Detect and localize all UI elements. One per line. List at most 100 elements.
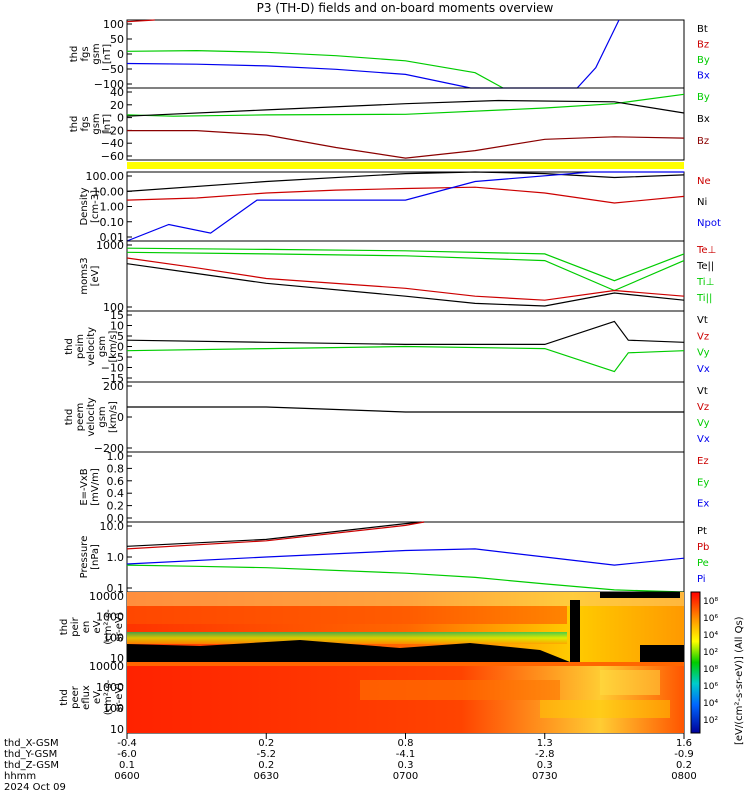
- legend-Ti⊥: Ti⊥: [696, 277, 714, 288]
- legend-Pi: Pi: [697, 574, 706, 585]
- y-tick-label: 0.2: [107, 500, 125, 513]
- legend-By: By: [697, 92, 710, 103]
- y-tick-label: 10: [110, 723, 124, 736]
- y-tick-label: 10: [110, 320, 124, 333]
- y-tick-label: 100.00: [86, 170, 125, 183]
- series-Te||: [126, 263, 685, 307]
- x-tick-label: 0630: [254, 771, 279, 782]
- y-axis-label: moms3[eV]: [79, 257, 101, 294]
- y-tick-label: 40: [110, 86, 124, 99]
- x-tick-label: 0.3: [537, 760, 553, 771]
- legend-Bx: Bx: [697, 71, 710, 82]
- legend-Vt: Vt: [697, 315, 708, 326]
- legend-Te⊥: Te⊥: [696, 245, 716, 256]
- x-tick-label: -5.2: [256, 749, 276, 760]
- legend-Bt: Bt: [697, 24, 708, 35]
- y-tick-label: 0.01: [100, 231, 125, 244]
- colorbar-tick: 10⁴: [703, 631, 718, 641]
- colorbar-tick: 10⁸: [703, 597, 718, 607]
- series-Vt: [126, 320, 685, 345]
- y-tick-label: 0.0: [107, 512, 125, 525]
- y-tick-label: 1000: [96, 681, 124, 694]
- legend-Pe: Pe: [697, 558, 709, 569]
- x-tick-label: -0.9: [674, 749, 694, 760]
- y-tick-label: 0.8: [107, 462, 125, 475]
- y-tick-label: 10: [110, 652, 124, 665]
- y-tick-label: 100: [103, 702, 124, 715]
- legend-Ez: Ez: [697, 456, 709, 467]
- x-tick-label: -2.8: [535, 749, 555, 760]
- series-By: [126, 93, 685, 117]
- legend-Te||: Te||: [696, 261, 714, 272]
- panel-density: 100.00 10.00 1.00 0.10 0.01 Density[cm-3] Ne Ni…: [79, 170, 721, 244]
- panel-frame: [126, 521, 685, 593]
- y-tick-label: 1.00: [100, 201, 125, 214]
- legend-Vx: Vx: [697, 364, 710, 375]
- y-tick-label: −40: [101, 137, 124, 150]
- x-tick-label: 1.6: [676, 738, 692, 749]
- legend-Ne: Ne: [697, 176, 711, 187]
- legend-Vt: Vt: [697, 386, 708, 397]
- x-tick-label: 0800: [671, 771, 696, 782]
- colorbar-tick: 10⁶: [703, 614, 718, 624]
- x-tick-label: -6.0: [117, 749, 137, 760]
- series-Ti⊥: [126, 247, 685, 282]
- quality-flag-bar: [127, 162, 684, 169]
- y-tick-label: 100: [103, 301, 124, 314]
- y-axis-label: thdfgsgsm[nT]: [69, 113, 113, 134]
- x-row-label: thd_Y-GSM: [4, 749, 57, 760]
- y-tick-label: 50: [110, 33, 124, 46]
- legend-Pb: Pb: [697, 542, 709, 553]
- x-tick-label: 0.3: [398, 760, 414, 771]
- series-Ne: [126, 186, 685, 204]
- series-By: [126, 49, 504, 89]
- colorbar-tick: 10⁶: [703, 682, 718, 692]
- x-tick-label: -0.4: [117, 738, 137, 749]
- panel-pressure: 10.0 1.0 0.1 Pressure[nPa] Pt Pb Pe Pi: [79, 520, 709, 595]
- series-Te⊥: [126, 257, 685, 301]
- legend-Ni: Ni: [697, 197, 707, 208]
- series-Npot: [126, 171, 684, 242]
- colorbar-tick: 10²: [703, 716, 718, 726]
- x-tick-label: 0600: [114, 771, 139, 782]
- panel-efield: 1.00.80.60.40.20.0 E=-VxB[mV/m] Ez Ey Ex: [79, 450, 709, 525]
- y-tick-label: 10000: [89, 590, 124, 603]
- legend-Pt: Pt: [697, 526, 707, 537]
- legend-Bz: Bz: [697, 40, 709, 51]
- y-tick-label: −100: [94, 78, 124, 91]
- y-tick-label: 0.4: [107, 487, 125, 500]
- y-tick-label: −200: [94, 442, 124, 455]
- series-Pb: [126, 521, 425, 550]
- colorbar-tick: 10²: [703, 648, 718, 658]
- y-axis-label: Pressure[nPa]: [79, 536, 101, 579]
- panel-frame: [126, 381, 685, 453]
- x-tick-label: 1.3: [537, 738, 553, 749]
- y-tick-label: 0.1: [107, 582, 125, 595]
- legend-Bz: Bz: [697, 136, 709, 147]
- y-tick-label: 20: [110, 99, 124, 112]
- legend-Ex: Ex: [697, 499, 709, 510]
- series-Bz: [126, 19, 155, 23]
- colorbar-tick: 10⁸: [703, 665, 718, 675]
- legend-Vz: Vz: [697, 331, 709, 342]
- y-tick-label: 0: [117, 112, 124, 125]
- y-tick-label: 1.0: [107, 551, 125, 564]
- y-tick-label: −15: [101, 372, 124, 385]
- y-tick-label: −10: [101, 362, 124, 375]
- y-tick-label: 0.10: [100, 216, 125, 229]
- series-Bz: [127, 130, 685, 159]
- panel-frame: [126, 87, 685, 161]
- x-tick-label: 0700: [393, 771, 418, 782]
- y-axis-label: thdpeireneV(cm²-s-sr-eV): [59, 609, 125, 645]
- series-Bx: [126, 99, 685, 117]
- panel-peir: 10000 1000 100 10 thdpeireneV(cm²-s-sr-eV): [59, 590, 685, 665]
- x-tick-label: 0.2: [676, 760, 692, 771]
- y-tick-label: 10.0: [100, 520, 125, 533]
- figure-title: P3 (TH-D) fields and on-board moments ov…: [257, 1, 554, 15]
- y-axis-label: E=-VxB[mV/m]: [79, 468, 101, 506]
- series-Vy: [126, 345, 685, 373]
- y-tick-label: 200: [103, 380, 124, 393]
